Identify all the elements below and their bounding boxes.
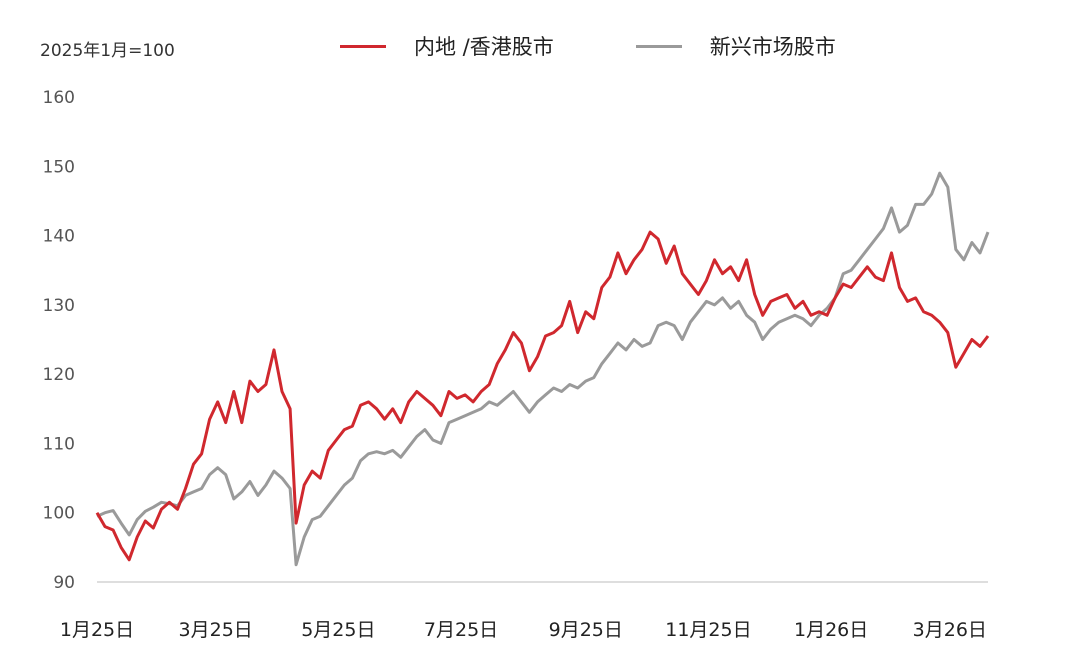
x-tick-label-6: 1月26日 [794,619,868,641]
x-tick-label-0: 1月25日 [60,619,134,641]
legend: 内地 /香港股市 新兴市场股市 [340,31,918,61]
x-axis: 1月25日 3月25日 5月25日 7月25日 9月25日 11月25日 1月26日 3月26… [60,581,988,641]
legend-label-emerging-markets: 新兴市场股市 [709,35,836,59]
x-tick-label-1: 3月25日 [179,619,253,641]
legend-label-mainland-hk: 内地 /香港股市 [414,35,554,59]
series-line-mainland-hk [95,230,990,562]
x-tick-label-7: 3月26日 [913,619,987,641]
y-tick-label-150: 150 [43,157,75,177]
x-tick-label-2: 5月25日 [301,619,375,641]
y-tick-label-100: 100 [43,504,75,524]
y-tick-label-140: 140 [43,227,75,247]
x-tick-label-5: 11月25日 [665,619,751,641]
legend-item-emerging-markets: 新兴市场股市 [635,31,836,61]
legend-swatch-mainland-hk [340,44,386,48]
y-tick-label-160: 160 [43,88,75,108]
legend-swatch-emerging-markets [635,44,682,48]
series-lines [95,171,990,567]
y-tick-label-110: 110 [43,434,75,454]
y-tick-label-120: 120 [43,365,75,385]
legend-item-mainland-hk: 内地 /香港股市 [340,31,554,61]
x-tick-label-4: 9月25日 [549,619,623,641]
y-axis: 90 100 110 120 130 140 150 160 [43,88,75,593]
y-axis-unit-label: 2025年1月=100 [40,41,175,61]
x-tick-label-3: 7月25日 [424,619,498,641]
series-line-emerging-markets [96,171,990,567]
y-tick-label-130: 130 [43,296,75,316]
y-tick-label-90: 90 [53,573,75,593]
